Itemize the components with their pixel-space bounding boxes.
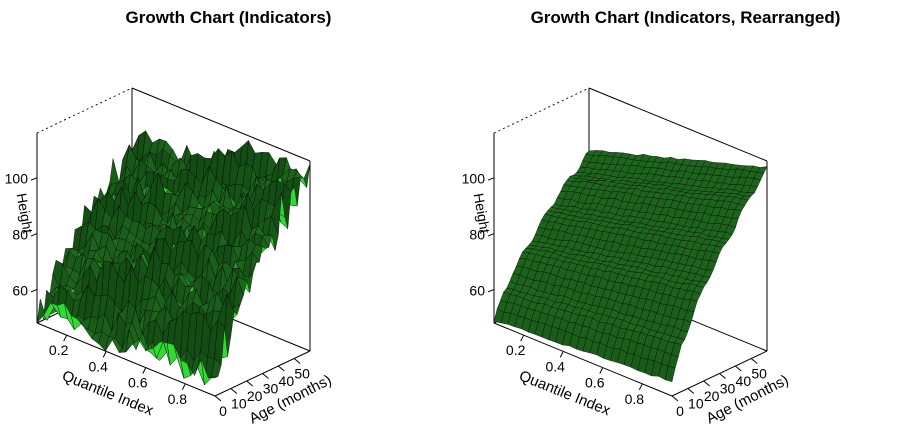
y-tick-label: 20	[247, 388, 263, 404]
y-tick-label: 40	[279, 373, 295, 389]
z-tick-label: 60	[469, 282, 485, 298]
surface-facet	[664, 365, 676, 383]
x-axis-tick	[142, 367, 147, 374]
y-tick-label: 10	[688, 396, 704, 412]
y-tick-label: 30	[263, 381, 279, 397]
x-axis-tick	[181, 383, 186, 391]
z-axis-label: Height	[14, 192, 37, 235]
y-tick-label: 50	[294, 366, 310, 382]
z-axis-label: Height	[471, 192, 494, 235]
chart-title: Growth Chart (Indicators)	[125, 8, 332, 27]
y-axis-tick	[687, 388, 695, 394]
z-axis-tick	[487, 289, 495, 293]
x-tick-label: 0.2	[506, 342, 526, 358]
x-tick-label: 0.4	[545, 358, 565, 374]
z-axis-tick	[30, 289, 38, 293]
y-axis-tick	[750, 358, 758, 364]
x-axis-tick	[102, 351, 107, 358]
y-axis-tick	[214, 395, 222, 402]
box-edge-hidden	[36, 87, 133, 134]
z-axis-tick	[30, 177, 38, 181]
z-tick-label: 100	[462, 171, 486, 187]
x-tick-label: 0.8	[168, 391, 188, 407]
x-tick-label: 0.2	[49, 342, 69, 358]
x-tick-label: 0.8	[625, 391, 645, 407]
x-axis-tick	[520, 334, 525, 342]
z-tick-label: 80	[469, 227, 485, 243]
z-axis-tick	[30, 233, 38, 237]
y-axis-tick	[278, 365, 285, 372]
y-axis-tick	[262, 373, 269, 379]
y-tick-label: 20	[704, 388, 720, 404]
x-axis-tick	[638, 383, 643, 391]
x-axis-tick	[559, 351, 564, 358]
z-axis-tick	[487, 233, 495, 237]
box-edge	[131, 87, 311, 162]
y-axis-tick	[719, 373, 726, 379]
x-axis-tick	[63, 334, 68, 342]
z-axis-tick	[487, 177, 495, 181]
z-tick-label: 60	[12, 282, 28, 298]
chart-panel-right: Growth Chart (Indicators, Rearranged) 60…	[457, 0, 914, 432]
y-tick-label: 50	[751, 366, 767, 382]
surface-facet	[208, 375, 219, 379]
box-edge	[588, 87, 768, 162]
x-axis-tick	[599, 367, 604, 374]
x-tick-label: 0.4	[88, 358, 108, 374]
y-axis-tick	[735, 365, 742, 372]
box-edge-hidden	[493, 87, 590, 134]
surface	[36, 130, 311, 386]
z-tick-label: 80	[12, 227, 28, 243]
y-tick-label: 0	[219, 403, 227, 419]
y-axis-tick	[671, 395, 679, 402]
y-axis-tick	[703, 380, 710, 387]
y-axis-tick	[230, 388, 238, 394]
x-tick-label: 0.6	[128, 375, 148, 391]
y-tick-label: 10	[231, 396, 247, 412]
y-axis-tick	[246, 380, 253, 387]
surface	[493, 150, 768, 383]
chart-title: Growth Chart (Indicators, Rearranged)	[530, 8, 841, 27]
y-tick-label: 0	[676, 403, 684, 419]
x-tick-label: 0.6	[585, 375, 605, 391]
z-tick-label: 100	[5, 171, 29, 187]
y-tick-label: 30	[720, 381, 736, 397]
y-tick-label: 40	[736, 373, 752, 389]
y-axis-tick	[293, 358, 301, 364]
chart-panel-left: Growth Chart (Indicators) 60 80 100 Height 0…	[5, 8, 335, 428]
